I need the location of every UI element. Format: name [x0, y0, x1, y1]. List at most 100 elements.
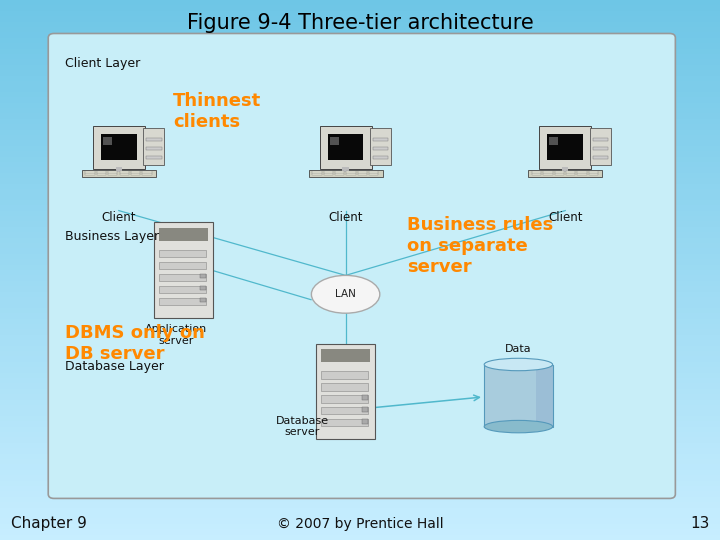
Bar [0, 194, 720, 200]
Bar [0, 86, 720, 92]
Bar [0, 389, 720, 394]
Bar [0, 481, 720, 486]
Bar [0, 54, 720, 59]
Bar [0, 38, 720, 43]
Bar [146, 156, 161, 159]
Bar [562, 167, 568, 172]
Bar [0, 173, 720, 178]
Text: Client: Client [102, 211, 136, 224]
Bar [0, 97, 720, 103]
Bar [361, 419, 367, 423]
Bar [536, 364, 553, 427]
Bar [0, 43, 720, 49]
Bar [0, 367, 720, 373]
FancyBboxPatch shape [528, 170, 602, 177]
Bar [369, 173, 379, 175]
Bar [0, 49, 720, 54]
FancyBboxPatch shape [320, 126, 372, 168]
Bar [0, 16, 720, 22]
FancyBboxPatch shape [93, 126, 145, 168]
Bar [0, 329, 720, 335]
Text: 13: 13 [690, 516, 709, 531]
Bar [0, 313, 720, 319]
Bar [0, 319, 720, 324]
Bar [0, 410, 720, 416]
Bar [346, 171, 356, 173]
Text: Database
server: Database server [276, 416, 329, 437]
Bar [566, 173, 575, 175]
Bar [0, 216, 720, 221]
Bar [0, 356, 720, 362]
Bar [0, 130, 720, 135]
Text: DBMS only on
DB server: DBMS only on DB server [65, 324, 204, 363]
Bar [0, 189, 720, 194]
Bar [158, 228, 209, 241]
Bar [358, 173, 367, 175]
Bar [0, 119, 720, 124]
Bar [0, 432, 720, 437]
Bar [199, 286, 206, 290]
Bar [0, 454, 720, 459]
Bar [323, 173, 333, 175]
Bar [0, 227, 720, 232]
Bar [0, 135, 720, 140]
Bar [0, 362, 720, 367]
Bar [335, 171, 344, 173]
Bar [0, 5, 720, 11]
Bar [146, 138, 161, 141]
FancyBboxPatch shape [143, 128, 164, 165]
Bar [321, 349, 370, 362]
Text: Chapter 9: Chapter 9 [11, 516, 86, 531]
Bar [322, 372, 369, 379]
Bar [0, 140, 720, 146]
Bar [86, 171, 95, 173]
Bar [0, 151, 720, 157]
Text: Business rules
on separate
server: Business rules on separate server [407, 216, 553, 275]
FancyBboxPatch shape [48, 33, 675, 498]
Bar [0, 486, 720, 491]
Bar [0, 508, 720, 513]
Bar [0, 157, 720, 162]
Bar [543, 171, 552, 173]
Bar [0, 281, 720, 286]
Bar [199, 298, 206, 302]
Bar [0, 324, 720, 329]
Bar [0, 221, 720, 227]
Bar [312, 173, 322, 175]
Text: Data: Data [505, 343, 531, 354]
Bar [323, 171, 333, 173]
FancyBboxPatch shape [154, 222, 213, 318]
Bar [0, 70, 720, 76]
Bar [0, 497, 720, 502]
Bar [0, 113, 720, 119]
Bar [593, 147, 608, 150]
Ellipse shape [484, 420, 553, 433]
Bar [0, 491, 720, 497]
Text: Thinnest
clients: Thinnest clients [173, 92, 261, 131]
Bar [0, 405, 720, 410]
Bar [554, 171, 564, 173]
Bar [0, 400, 720, 405]
Bar [328, 134, 364, 160]
Bar [0, 421, 720, 427]
FancyBboxPatch shape [370, 128, 391, 165]
Bar [0, 513, 720, 518]
Bar [116, 167, 122, 172]
Bar [577, 173, 587, 175]
Bar [0, 464, 720, 470]
Bar [101, 134, 137, 160]
Bar [0, 162, 720, 167]
Bar [0, 200, 720, 205]
Bar [0, 92, 720, 97]
Bar [0, 292, 720, 297]
Bar [0, 270, 720, 275]
Bar [143, 173, 152, 175]
Text: LAN: LAN [336, 289, 356, 299]
Bar [0, 437, 720, 443]
Bar [0, 76, 720, 81]
Bar [96, 171, 106, 173]
Ellipse shape [311, 275, 380, 313]
Bar [566, 171, 575, 173]
Bar [103, 137, 112, 145]
Bar [160, 298, 206, 305]
